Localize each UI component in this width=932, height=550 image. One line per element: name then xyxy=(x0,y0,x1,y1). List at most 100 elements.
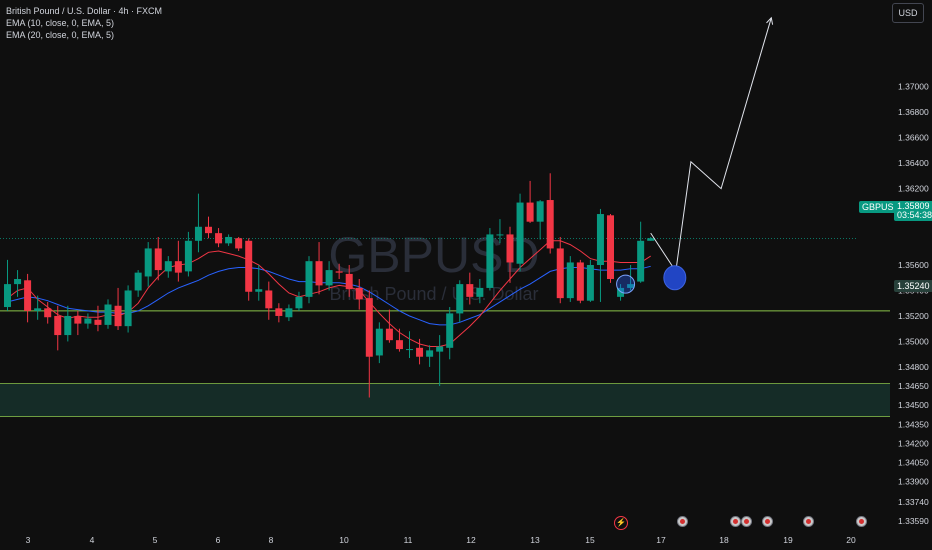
currency-button[interactable]: USD xyxy=(892,3,924,23)
candle-body xyxy=(536,201,544,222)
candle-body xyxy=(546,200,554,249)
time-tick-label: 5 xyxy=(153,535,158,545)
gb-flag-event-icon[interactable] xyxy=(730,516,741,527)
price-tick-label: 1.34500 xyxy=(898,400,929,410)
price-axis[interactable]: 1.370001.368001.366001.364001.362001.360… xyxy=(890,0,932,550)
price-tick-label: 1.34050 xyxy=(898,457,929,467)
candle xyxy=(285,304,293,322)
candle-body xyxy=(34,308,42,311)
candle-body xyxy=(114,305,122,327)
price-tick-label: 1.36400 xyxy=(898,158,929,168)
gb-flag-event-icon[interactable] xyxy=(741,516,752,527)
candle xyxy=(436,335,444,387)
candle-body xyxy=(335,271,343,273)
chart-legend: British Pound / U.S. Dollar · 4h · FXCM … xyxy=(6,5,162,41)
candle xyxy=(235,236,243,251)
candle xyxy=(215,228,223,248)
candle-body xyxy=(385,328,393,341)
projection-drawing[interactable] xyxy=(616,16,774,294)
candle-body xyxy=(174,261,182,273)
demand-zone[interactable] xyxy=(0,383,890,418)
time-tick-label: 17 xyxy=(656,535,666,545)
candle xyxy=(456,280,464,323)
candle-body xyxy=(617,287,625,297)
candle xyxy=(647,236,655,241)
candle xyxy=(546,173,554,254)
candle-body xyxy=(225,236,233,244)
candle xyxy=(607,214,614,283)
time-tick-label: 15 xyxy=(585,535,595,545)
gb-flag-event-icon[interactable] xyxy=(856,516,867,527)
gb-flag-event-icon[interactable] xyxy=(762,516,773,527)
flash-event-icon[interactable]: ⚡ xyxy=(614,516,628,530)
candle-body xyxy=(305,261,313,297)
candle xyxy=(406,331,413,359)
legend-ema-10: EMA (10, close, 0, EMA, 5) xyxy=(6,18,115,28)
gb-flag-event-icon[interactable] xyxy=(803,516,814,527)
candle xyxy=(335,263,343,280)
candle-body xyxy=(355,287,363,300)
candle xyxy=(184,231,192,277)
candle xyxy=(416,338,424,365)
candle-body xyxy=(586,265,594,301)
candle xyxy=(526,180,534,223)
candle-body xyxy=(576,262,584,301)
price-tick-label: 1.34200 xyxy=(898,438,929,448)
candle xyxy=(124,285,132,333)
price-tick-label: 1.36800 xyxy=(898,107,929,117)
candle-body xyxy=(64,315,72,336)
price-tick-label: 1.34800 xyxy=(898,362,929,372)
candle xyxy=(114,287,122,330)
candle-body xyxy=(486,234,494,288)
candle xyxy=(34,295,42,320)
candle-body xyxy=(426,350,434,357)
candle xyxy=(84,313,92,329)
candle-body xyxy=(154,248,162,271)
time-tick-label: 8 xyxy=(269,535,274,545)
candle-body xyxy=(144,248,152,277)
candle-body xyxy=(245,240,253,292)
time-axis[interactable]: 3 4 5 6 8 10 11 12 13 15 17 18 19 20 xyxy=(26,535,856,545)
candle-body xyxy=(436,346,444,352)
candles xyxy=(4,173,655,398)
price-tick-label: 1.33900 xyxy=(898,477,929,487)
candle-body xyxy=(205,226,212,234)
price-tick-label: 1.33740 xyxy=(898,497,929,507)
candle-body xyxy=(627,284,635,288)
candle-body xyxy=(637,240,645,282)
candle xyxy=(104,299,112,329)
candle-body xyxy=(446,313,454,348)
zone-rect xyxy=(0,383,890,417)
candle xyxy=(536,200,544,240)
candle-body xyxy=(54,315,62,336)
candle xyxy=(466,272,474,305)
legend-ema-20: EMA (20, close, 0, EMA, 5) xyxy=(6,30,115,40)
candle-body xyxy=(194,226,202,241)
candle-body xyxy=(74,315,82,324)
candle xyxy=(506,226,514,283)
candle-body xyxy=(124,290,132,327)
candle-body xyxy=(24,280,32,311)
candle xyxy=(596,208,604,302)
time-tick-label: 11 xyxy=(404,535,413,545)
candle xyxy=(194,193,202,253)
time-tick-label: 18 xyxy=(719,535,729,545)
price-tick-label: 1.34650 xyxy=(898,381,929,391)
candle-body xyxy=(14,279,22,285)
candle xyxy=(205,216,212,239)
symbol-tag: GBPUSD xyxy=(859,201,904,213)
time-tick-label: 10 xyxy=(339,535,349,545)
price-tick-label: 1.34350 xyxy=(898,419,929,429)
candle-body xyxy=(184,240,192,272)
gb-flag-event-icon[interactable] xyxy=(677,516,688,527)
candle xyxy=(637,221,645,283)
price-tick-label: 1.33590 xyxy=(898,516,929,526)
candle-body xyxy=(104,304,112,325)
candle xyxy=(556,236,564,304)
candle-body xyxy=(295,296,303,309)
candle xyxy=(355,279,363,310)
candle xyxy=(295,291,303,311)
horizontal-levels[interactable] xyxy=(0,237,890,312)
